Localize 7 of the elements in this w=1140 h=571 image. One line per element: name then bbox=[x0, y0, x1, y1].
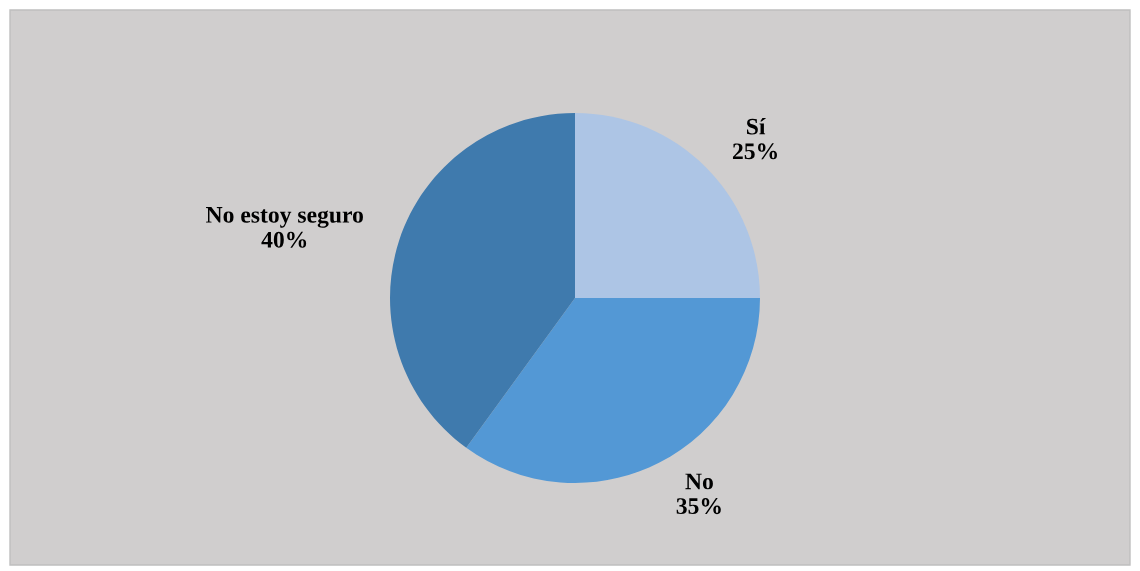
data-label: 35% bbox=[676, 498, 721, 515]
pie-slice bbox=[390, 113, 575, 448]
data-label: 25% bbox=[732, 143, 777, 160]
data-label: 40% bbox=[261, 231, 307, 248]
slice-label: No bbox=[685, 473, 713, 490]
slice-label: No estoy seguro bbox=[206, 207, 363, 228]
slice-label: Sí bbox=[747, 117, 766, 135]
